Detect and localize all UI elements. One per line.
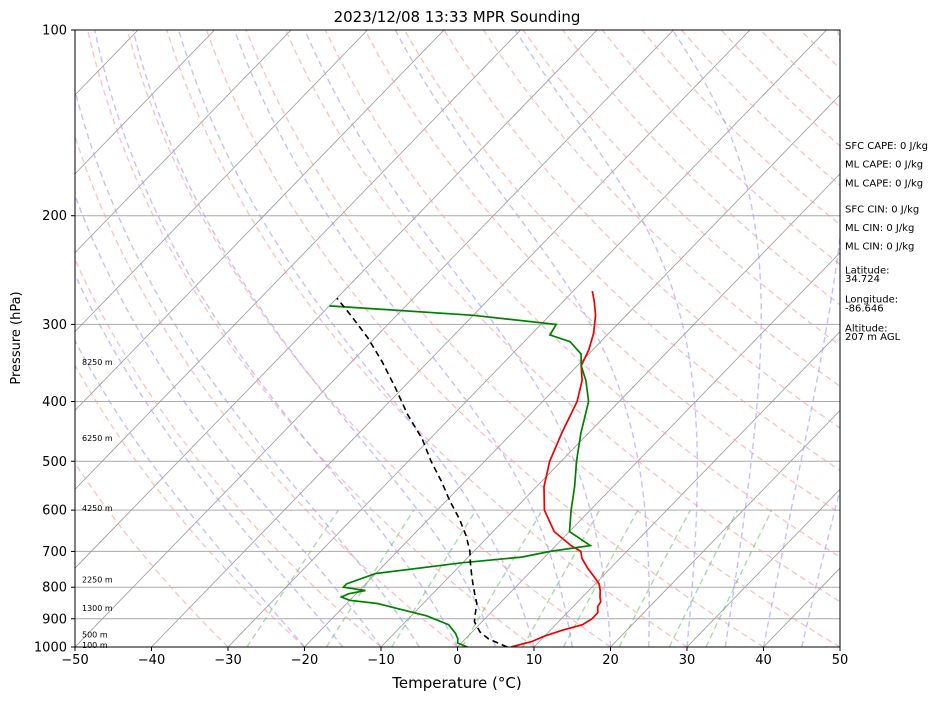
- isotherm-gridline: [917, 30, 947, 647]
- annotation-text: ML CIN: 0 J/kg: [845, 242, 914, 253]
- y-tick-label: 600: [42, 504, 67, 519]
- height-label: 500 m: [82, 631, 108, 640]
- x-tick-label: 0: [453, 653, 461, 668]
- x-axis-label: Temperature (°C): [391, 674, 521, 692]
- height-label: 2250 m: [82, 575, 113, 584]
- height-label: 100 m: [82, 641, 108, 650]
- annotation-text: -86.646: [845, 303, 884, 314]
- moist-adiabat: [33, 30, 381, 647]
- isotherm-gridline: [305, 30, 904, 647]
- y-tick-label: 800: [42, 581, 67, 596]
- dry-adiabat: [642, 30, 947, 647]
- x-tick-label: −40: [138, 653, 165, 668]
- y-tick-label: 400: [42, 395, 67, 410]
- annotation-text: 34.724: [845, 274, 880, 285]
- x-tick-label: 50: [832, 653, 849, 668]
- moist-adiabat: [95, 30, 458, 647]
- annotation-text: ML CAPE: 0 J/kg: [845, 160, 923, 171]
- dewpoint-line: [329, 306, 590, 647]
- moist-adiabat: [179, 30, 534, 647]
- x-tick-label: −20: [291, 653, 318, 668]
- annotation-text: SFC CAPE: 0 J/kg: [845, 141, 928, 152]
- x-tick-label: 10: [526, 653, 543, 668]
- mixing-ratio-line: [706, 510, 772, 647]
- mixing-ratio-line: [523, 510, 600, 647]
- moist-adiabat: [235, 30, 573, 647]
- y-tick-label: 900: [42, 612, 67, 627]
- moist-adiabat: [133, 30, 496, 647]
- y-tick-label: 500: [42, 455, 67, 470]
- height-label: 8250 m: [82, 358, 113, 367]
- x-tick-label: −30: [214, 653, 241, 668]
- annotation-text: SFC CIN: 0 J/kg: [845, 204, 919, 215]
- annotation-text: ML CAPE: 0 J/kg: [845, 178, 923, 189]
- isotherm-gridline: [228, 30, 827, 647]
- y-tick-label: 100: [42, 24, 67, 39]
- annotation-text: 207 m AGL: [845, 332, 901, 343]
- moist-adiabat: [62, 30, 420, 647]
- isotherm-gridline: [0, 30, 521, 647]
- x-tick-label: 40: [755, 653, 772, 668]
- temperature-line: [511, 291, 601, 647]
- background-lines: [0, 30, 947, 647]
- sounding-annotations: SFC CAPE: 0 J/kg ML CAPE: 0 J/kg ML CAPE: …: [845, 141, 928, 343]
- x-tick-label: −10: [367, 653, 394, 668]
- mixing-ratio-line: [462, 510, 542, 647]
- dry-adiabat: [721, 30, 947, 647]
- profile-lines: [329, 291, 600, 647]
- dry-adiabat: [48, 30, 458, 647]
- y-axis-ticks: 100 200 300 400 500 600 700 800 900 1000: [34, 24, 75, 656]
- isotherm-gridline: [0, 30, 215, 647]
- y-tick-label: 200: [42, 209, 67, 224]
- annotation-text: ML CIN: 0 J/kg: [845, 223, 914, 234]
- dry-adiabat: [88, 30, 534, 647]
- height-label: 6250 m: [82, 434, 113, 443]
- isotherm-gridline: [75, 30, 674, 647]
- x-tick-label: 20: [602, 653, 619, 668]
- y-tick-label: 1000: [34, 641, 67, 656]
- isotherm-gridline: [152, 30, 751, 647]
- moist-adiabat: [673, 30, 762, 647]
- y-tick-label: 300: [42, 318, 67, 333]
- dry-adiabat: [286, 30, 917, 647]
- height-label: 1300 m: [82, 604, 113, 613]
- height-label: 4250 m: [82, 504, 113, 513]
- moist-adiabat: [515, 30, 697, 647]
- x-tick-label: 30: [679, 653, 696, 668]
- y-axis-label: Pressure (hPa): [9, 291, 24, 384]
- dry-adiabat: [167, 30, 687, 647]
- y-tick-label: 700: [42, 545, 67, 560]
- chart-title: 2023/12/08 13:33 MPR Sounding: [334, 8, 581, 26]
- dry-adiabat: [246, 30, 840, 647]
